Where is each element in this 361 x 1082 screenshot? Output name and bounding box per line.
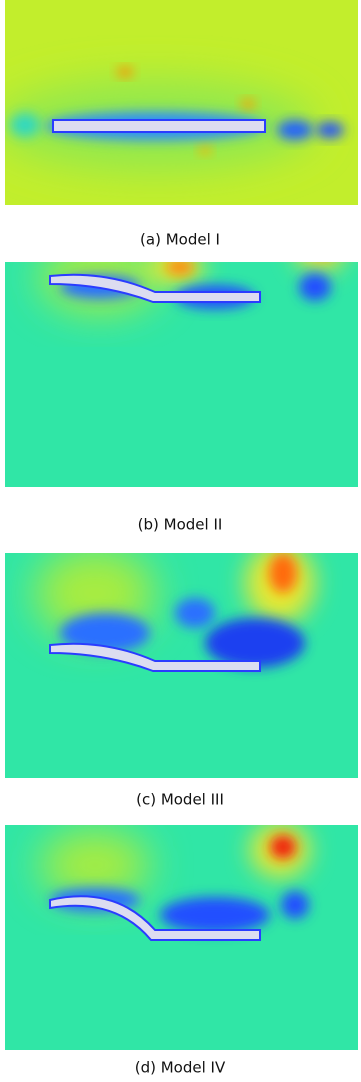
caption: (b) Model II <box>138 516 223 534</box>
caption: (c) Model III <box>136 791 224 809</box>
caption: (d) Model IV <box>135 1059 226 1077</box>
contour-c <box>5 553 358 778</box>
contour-d <box>5 825 358 1050</box>
contour-a <box>5 0 358 205</box>
contour-b <box>5 262 358 487</box>
caption: (a) Model I <box>140 231 220 249</box>
